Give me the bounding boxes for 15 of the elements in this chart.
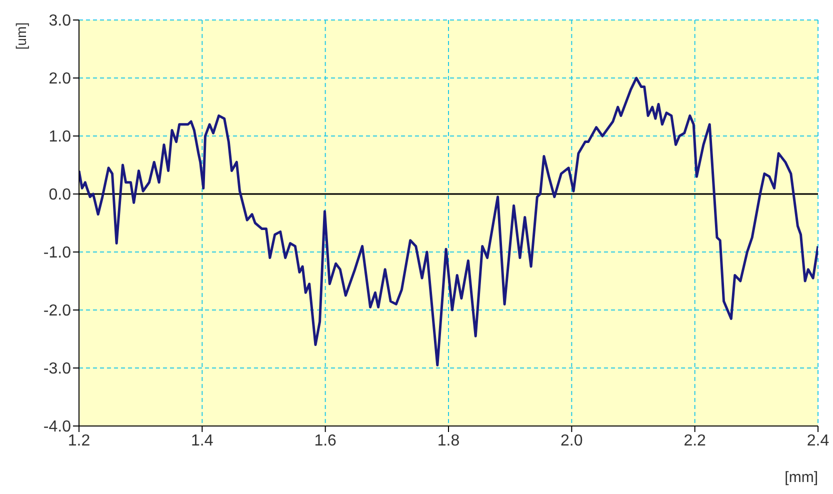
y-tick-label: 3.0 <box>48 12 72 30</box>
y-tick-label: -3.0 <box>43 360 72 378</box>
x-tick-label: 1.4 <box>191 432 214 450</box>
x-tick-label: 2.0 <box>560 432 583 450</box>
x-tick-label: 2.4 <box>806 432 830 450</box>
x-tick-label: 2.2 <box>684 432 706 450</box>
x-tick-label: 1.8 <box>437 432 460 450</box>
y-tick-label: 0.0 <box>48 186 72 204</box>
x-tick-label: 1.6 <box>314 432 337 450</box>
y-tick-label: 2.0 <box>48 70 72 88</box>
y-axis-title: [um] <box>13 22 29 50</box>
x-axis-title: [mm] <box>784 469 818 486</box>
y-tick-label: -2.0 <box>43 302 72 320</box>
y-tick-label: 1.0 <box>48 128 72 146</box>
y-tick-label: -1.0 <box>43 244 72 262</box>
